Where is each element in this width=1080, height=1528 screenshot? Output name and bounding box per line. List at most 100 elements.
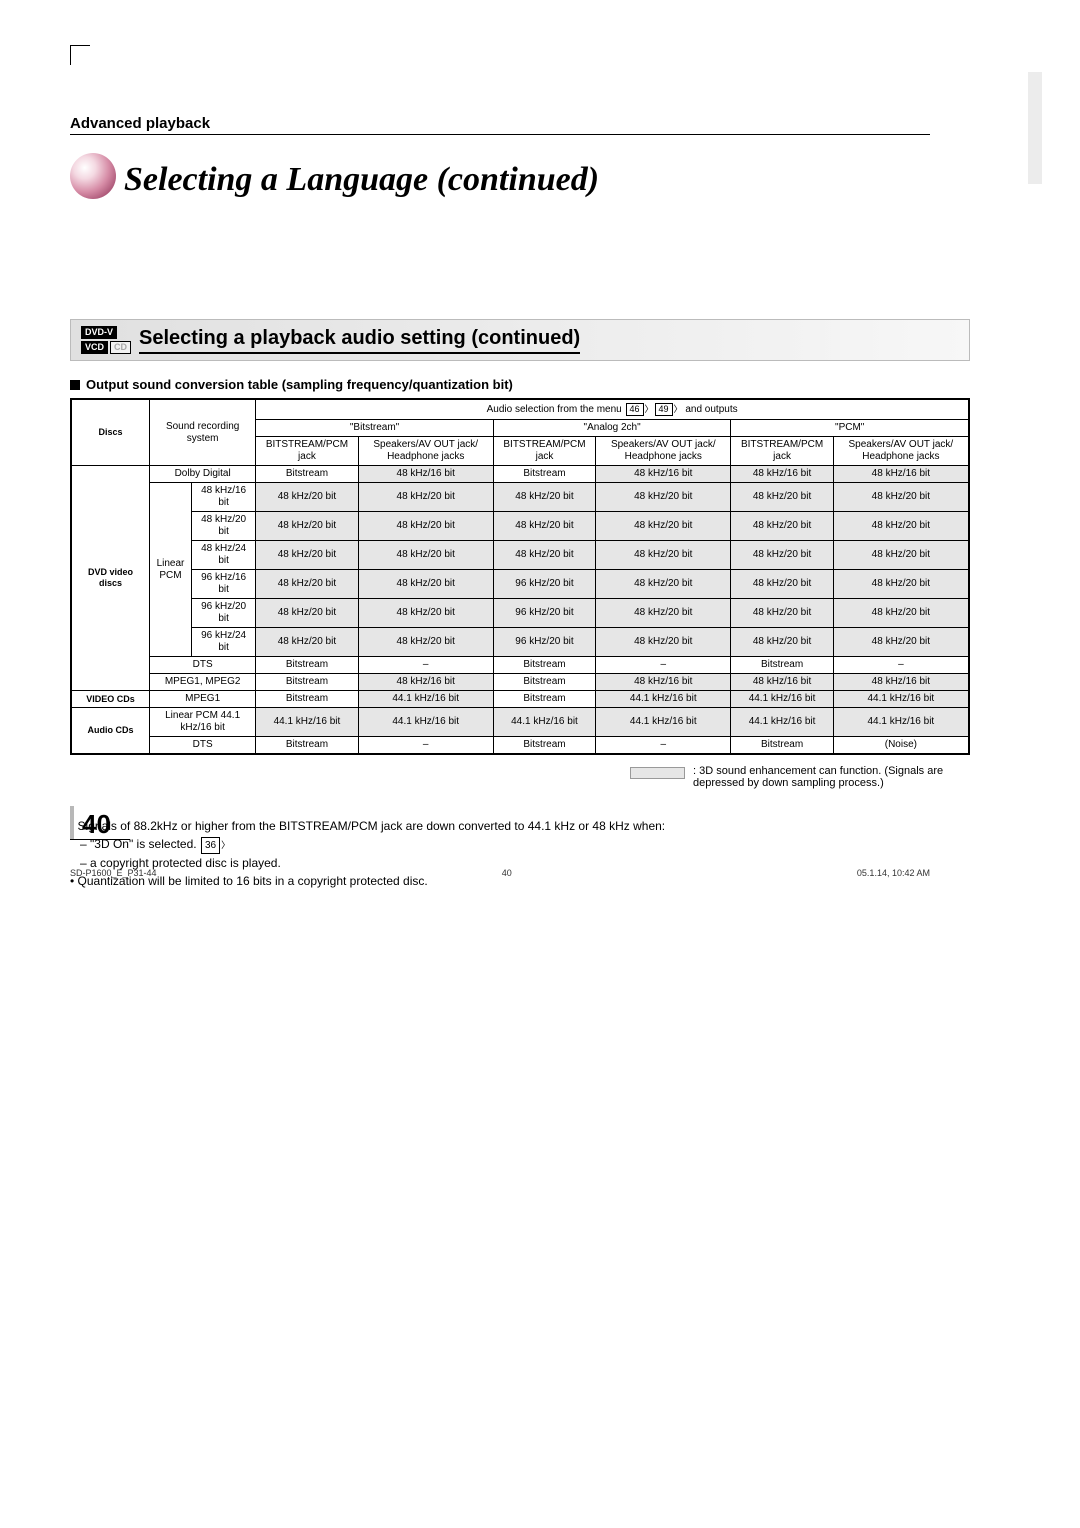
decorative-sphere <box>70 153 116 199</box>
data-cell: Bitstream <box>731 657 833 674</box>
badge-cd: CD <box>110 341 131 354</box>
data-cell: 48 kHz/20 bit <box>493 483 595 512</box>
data-cell: 48 kHz/20 bit <box>358 570 493 599</box>
data-cell: 96 kHz/20 bit <box>493 599 595 628</box>
data-cell: 48 kHz/16 bit <box>358 674 493 691</box>
disc-badges: DVD-V VCD CD <box>81 326 131 354</box>
srs-cell: 48 kHz/16 bit <box>191 483 255 512</box>
data-cell: Bitstream <box>256 657 358 674</box>
mode-bitstream: "Bitstream" <box>256 420 494 437</box>
data-cell: 48 kHz/20 bit <box>731 570 833 599</box>
srs-cell: 48 kHz/24 bit <box>191 541 255 570</box>
col-srs: Sound recording system <box>150 400 256 466</box>
col-discs: Discs <box>72 400 150 466</box>
footer-center: 40 <box>502 868 512 878</box>
data-cell: Bitstream <box>493 674 595 691</box>
data-cell: Bitstream <box>256 674 358 691</box>
data-cell: 48 kHz/16 bit <box>596 466 731 483</box>
subhdr: BITSTREAM/PCM jack <box>731 437 833 466</box>
data-cell: 44.1 kHz/16 bit <box>358 708 493 737</box>
data-cell: 48 kHz/16 bit <box>358 466 493 483</box>
data-cell: 48 kHz/16 bit <box>833 674 968 691</box>
disc-group: Audio CDs <box>72 708 150 754</box>
data-cell: Bitstream <box>256 466 358 483</box>
data-cell: 48 kHz/20 bit <box>596 599 731 628</box>
srs-cell: 96 kHz/16 bit <box>191 570 255 599</box>
page-content: Advanced playback Selecting a Language (… <box>70 45 970 890</box>
data-cell: 44.1 kHz/16 bit <box>596 691 731 708</box>
data-cell: Bitstream <box>256 737 358 754</box>
data-cell: 48 kHz/20 bit <box>256 628 358 657</box>
data-cell: 48 kHz/20 bit <box>833 512 968 541</box>
side-tab <box>1028 72 1042 184</box>
data-cell: 48 kHz/20 bit <box>358 541 493 570</box>
data-cell: 48 kHz/16 bit <box>731 674 833 691</box>
data-cell: Bitstream <box>493 466 595 483</box>
subsection-banner: DVD-V VCD CD Selecting a playback audio … <box>70 319 970 361</box>
footer-left: SD-P1600_E_P31-44 <box>70 868 157 878</box>
data-cell: 48 kHz/20 bit <box>731 599 833 628</box>
data-cell: 48 kHz/20 bit <box>731 541 833 570</box>
data-cell: – <box>596 737 731 754</box>
page-number: 40 <box>70 806 111 840</box>
subhdr: BITSTREAM/PCM jack <box>493 437 595 466</box>
data-cell: 48 kHz/20 bit <box>596 483 731 512</box>
data-cell: Bitstream <box>256 691 358 708</box>
page-title: Selecting a Language (continued) <box>124 161 599 199</box>
srs-cell: DTS <box>150 737 256 754</box>
badge-dvdv: DVD-V <box>81 326 117 339</box>
data-cell: 48 kHz/20 bit <box>358 483 493 512</box>
title-row: Selecting a Language (continued) <box>70 153 970 199</box>
data-cell: 48 kHz/20 bit <box>596 628 731 657</box>
data-cell: Bitstream <box>493 691 595 708</box>
data-cell: 48 kHz/16 bit <box>833 466 968 483</box>
srs-cell: DTS <box>150 657 256 674</box>
section-header: Advanced playback <box>70 115 970 132</box>
badge-vcd: VCD <box>81 341 108 354</box>
data-cell: 48 kHz/20 bit <box>493 541 595 570</box>
data-cell: – <box>358 737 493 754</box>
data-cell: 48 kHz/20 bit <box>833 541 968 570</box>
legend-swatch <box>630 767 685 779</box>
note-line: Signals of 88.2kHz or higher from the BI… <box>78 819 666 833</box>
data-cell: Bitstream <box>731 737 833 754</box>
data-cell: 48 kHz/16 bit <box>596 674 731 691</box>
data-cell: 48 kHz/20 bit <box>731 483 833 512</box>
data-cell: 44.1 kHz/16 bit <box>256 708 358 737</box>
data-cell: 44.1 kHz/16 bit <box>833 708 968 737</box>
data-cell: 48 kHz/16 bit <box>731 466 833 483</box>
data-cell: 44.1 kHz/16 bit <box>731 691 833 708</box>
data-cell: 48 kHz/20 bit <box>833 599 968 628</box>
mode-pcm: "PCM" <box>731 420 969 437</box>
data-cell: Bitstream <box>493 737 595 754</box>
table-caption: Output sound conversion table (sampling … <box>70 377 970 392</box>
data-cell: 48 kHz/20 bit <box>256 483 358 512</box>
data-cell: – <box>596 657 731 674</box>
data-cell: 96 kHz/20 bit <box>493 628 595 657</box>
data-cell: 48 kHz/20 bit <box>833 628 968 657</box>
srs-cell: MPEG1 <box>150 691 256 708</box>
page-ref: 36 <box>201 837 220 854</box>
page-ref: 46 <box>626 403 644 416</box>
subhdr: Speakers/AV OUT jack/ Headphone jacks <box>596 437 731 466</box>
bullet-square-icon <box>70 380 80 390</box>
data-cell: 48 kHz/20 bit <box>833 483 968 512</box>
table-caption-text: Output sound conversion table (sampling … <box>86 377 513 392</box>
data-cell: 48 kHz/20 bit <box>358 512 493 541</box>
data-cell: 48 kHz/20 bit <box>596 570 731 599</box>
header-rule <box>70 134 930 135</box>
srs-cell: 48 kHz/20 bit <box>191 512 255 541</box>
data-cell: (Noise) <box>833 737 968 754</box>
data-cell: 44.1 kHz/16 bit <box>731 708 833 737</box>
data-cell: 44.1 kHz/16 bit <box>358 691 493 708</box>
data-cell: – <box>833 657 968 674</box>
data-cell: 48 kHz/20 bit <box>256 599 358 628</box>
col-audio-selection: Audio selection from the menu 46〉49〉 and… <box>256 400 969 420</box>
data-cell: 48 kHz/20 bit <box>256 570 358 599</box>
footer: SD-P1600_E_P31-44 40 05.1.14, 10:42 AM <box>70 868 930 878</box>
subhdr: Speakers/AV OUT jack/ Headphone jacks <box>833 437 968 466</box>
mode-analog: "Analog 2ch" <box>493 420 731 437</box>
data-cell: 44.1 kHz/16 bit <box>493 708 595 737</box>
data-cell: 48 kHz/20 bit <box>731 512 833 541</box>
data-cell: 48 kHz/20 bit <box>493 512 595 541</box>
